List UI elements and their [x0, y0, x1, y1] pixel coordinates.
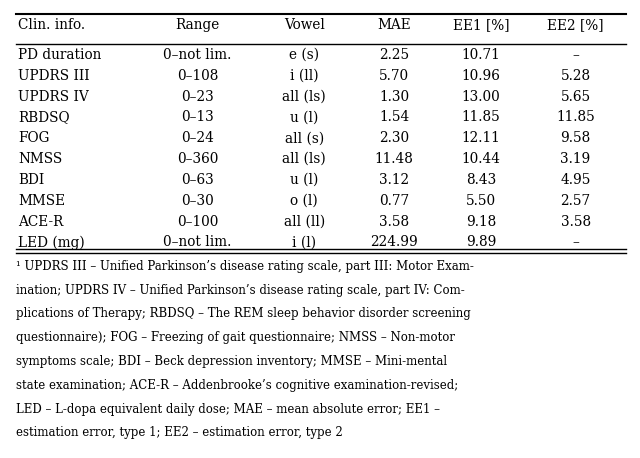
Text: 224.99: 224.99: [371, 235, 418, 250]
Text: EE1 [%]: EE1 [%]: [453, 18, 509, 33]
Text: 5.65: 5.65: [561, 89, 591, 104]
Text: state examination; ACE-R – Addenbrooke’s cognitive examination-revised;: state examination; ACE-R – Addenbrooke’s…: [16, 379, 458, 392]
Text: i (l): i (l): [292, 235, 316, 250]
Text: 13.00: 13.00: [461, 89, 500, 104]
Text: questionnaire); FOG – Freezing of gait questionnaire; NMSS – Non-motor: questionnaire); FOG – Freezing of gait q…: [16, 331, 455, 344]
Text: 0–not lim.: 0–not lim.: [163, 235, 232, 250]
Text: u (l): u (l): [290, 173, 318, 187]
Text: 11.85: 11.85: [461, 110, 500, 125]
Text: all (ll): all (ll): [284, 214, 325, 229]
Text: Range: Range: [175, 18, 220, 33]
Text: ination; UPDRS IV – Unified Parkinson’s disease rating scale, part IV: Com-: ination; UPDRS IV – Unified Parkinson’s …: [16, 284, 465, 296]
Text: 1.30: 1.30: [379, 89, 409, 104]
Text: 1.54: 1.54: [379, 110, 409, 125]
Text: all (s): all (s): [285, 131, 324, 145]
Text: 11.85: 11.85: [556, 110, 595, 125]
Text: e (s): e (s): [289, 48, 319, 62]
Text: Vowel: Vowel: [284, 18, 324, 33]
Text: 12.11: 12.11: [461, 131, 500, 145]
Text: 3.19: 3.19: [561, 152, 591, 166]
Text: 0–23: 0–23: [181, 89, 214, 104]
Text: 0–360: 0–360: [177, 152, 218, 166]
Text: 0–not lim.: 0–not lim.: [163, 48, 232, 62]
Text: 3.12: 3.12: [379, 173, 409, 187]
Text: 4.95: 4.95: [561, 173, 591, 187]
Text: MAE: MAE: [377, 18, 411, 33]
Text: MMSE: MMSE: [18, 194, 65, 208]
Text: 2.25: 2.25: [379, 48, 409, 62]
Text: 2.30: 2.30: [379, 131, 409, 145]
Text: ACE-R: ACE-R: [18, 214, 63, 229]
Text: UPDRS III: UPDRS III: [18, 69, 90, 83]
Text: i (ll): i (ll): [290, 69, 319, 83]
Text: estimation error, type 1; EE2 – estimation error, type 2: estimation error, type 1; EE2 – estimati…: [16, 426, 343, 439]
Text: LED – L-dopa equivalent daily dose; MAE – mean absolute error; EE1 –: LED – L-dopa equivalent daily dose; MAE …: [16, 403, 440, 415]
Text: all (ls): all (ls): [282, 89, 326, 104]
Text: 3.58: 3.58: [561, 214, 591, 229]
Text: u (l): u (l): [290, 110, 318, 125]
Text: –: –: [572, 48, 579, 62]
Text: 11.48: 11.48: [374, 152, 413, 166]
Text: 10.71: 10.71: [461, 48, 500, 62]
Text: 5.28: 5.28: [561, 69, 591, 83]
Text: 0–13: 0–13: [181, 110, 214, 125]
Text: UPDRS IV: UPDRS IV: [18, 89, 89, 104]
Text: PD duration: PD duration: [18, 48, 101, 62]
Text: 9.58: 9.58: [561, 131, 591, 145]
Text: 0–30: 0–30: [181, 194, 214, 208]
Text: ¹ UPDRS III – Unified Parkinson’s disease rating scale, part III: Motor Exam-: ¹ UPDRS III – Unified Parkinson’s diseas…: [16, 260, 474, 273]
Text: 0–63: 0–63: [181, 173, 214, 187]
Text: RBDSQ: RBDSQ: [18, 110, 70, 125]
Text: BDI: BDI: [18, 173, 44, 187]
Text: FOG: FOG: [18, 131, 49, 145]
Text: 0–24: 0–24: [181, 131, 214, 145]
Text: LED (mg): LED (mg): [18, 235, 84, 250]
Text: 5.70: 5.70: [379, 69, 409, 83]
Text: 9.18: 9.18: [466, 214, 496, 229]
Text: 0.77: 0.77: [379, 194, 409, 208]
Text: 2.57: 2.57: [561, 194, 591, 208]
Text: NMSS: NMSS: [18, 152, 62, 166]
Text: Clin. info.: Clin. info.: [18, 18, 85, 33]
Text: 9.89: 9.89: [466, 235, 496, 250]
Text: 3.58: 3.58: [379, 214, 409, 229]
Text: 5.50: 5.50: [466, 194, 496, 208]
Text: –: –: [572, 235, 579, 250]
Text: 10.96: 10.96: [461, 69, 500, 83]
Text: 0–108: 0–108: [177, 69, 218, 83]
Text: EE2 [%]: EE2 [%]: [547, 18, 604, 33]
Text: o (l): o (l): [291, 194, 318, 208]
Text: symptoms scale; BDI – Beck depression inventory; MMSE – Mini-mental: symptoms scale; BDI – Beck depression in…: [16, 355, 447, 368]
Text: plications of Therapy; RBDSQ – The REM sleep behavior disorder screening: plications of Therapy; RBDSQ – The REM s…: [16, 307, 471, 320]
Text: all (ls): all (ls): [282, 152, 326, 166]
Text: 8.43: 8.43: [466, 173, 496, 187]
Text: 0–100: 0–100: [177, 214, 218, 229]
Text: 10.44: 10.44: [461, 152, 500, 166]
